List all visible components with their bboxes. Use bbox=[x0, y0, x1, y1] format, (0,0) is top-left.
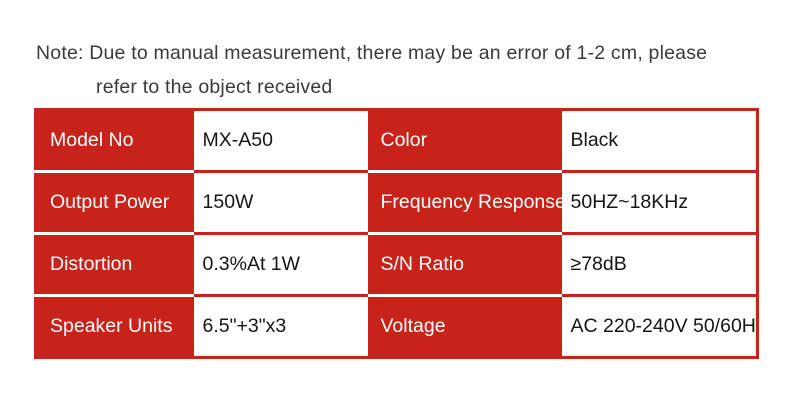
note-line-2: refer to the object received bbox=[96, 76, 333, 98]
spec-label-model-no: Model No bbox=[35, 109, 194, 173]
spec-value-distortion: 0.3%At 1W bbox=[193, 233, 368, 297]
spec-value-output-power: 150W bbox=[193, 171, 368, 235]
spec-label-distortion: Distortion bbox=[35, 233, 194, 297]
spec-value-frequency: 50HZ~18KHz bbox=[561, 171, 758, 235]
note-line-1: Note: Due to manual measurement, there m… bbox=[36, 42, 708, 64]
spec-label-color: Color bbox=[367, 109, 562, 173]
spec-row-model-color: Model No MX-A50 Color Black bbox=[35, 109, 758, 173]
spec-value-color: Black bbox=[561, 109, 758, 173]
spec-value-sn-ratio: ≥78dB bbox=[561, 233, 758, 297]
spec-value-speaker-units: 6.5"+3"x3 bbox=[193, 295, 368, 359]
spec-label-frequency: Frequency Response bbox=[367, 171, 562, 235]
spec-value-voltage: AC 220-240V 50/60Hz bbox=[561, 295, 758, 359]
spec-row-distortion-sn: Distortion 0.3%At 1W S/N Ratio ≥78dB bbox=[35, 233, 758, 297]
spec-table: Model No MX-A50 Color Black Output Power… bbox=[34, 108, 759, 359]
spec-label-speaker-units: Speaker Units bbox=[35, 295, 194, 359]
spec-value-model-no: MX-A50 bbox=[193, 109, 368, 173]
spec-label-output-power: Output Power bbox=[35, 171, 194, 235]
spec-label-voltage: Voltage bbox=[367, 295, 562, 359]
measurement-note: Note: Due to manual measurement, there m… bbox=[36, 36, 756, 104]
spec-row-speakers-voltage: Speaker Units 6.5"+3"x3 Voltage AC 220-2… bbox=[35, 295, 758, 359]
spec-row-power-frequency: Output Power 150W Frequency Response 50H… bbox=[35, 171, 758, 235]
spec-label-sn-ratio: S/N Ratio bbox=[367, 233, 562, 297]
